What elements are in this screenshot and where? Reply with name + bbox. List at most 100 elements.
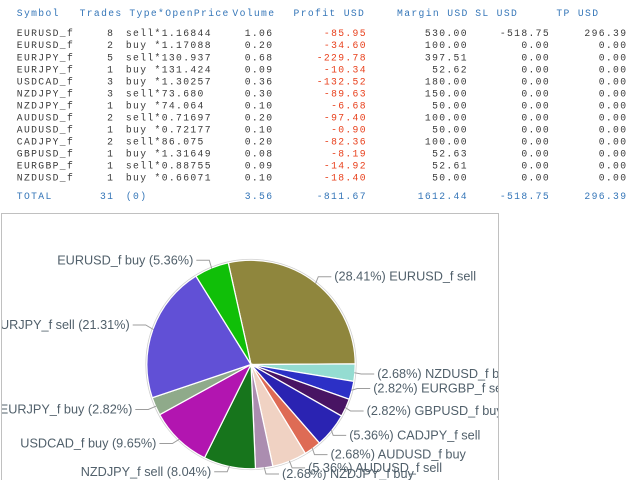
svg-text:1: 1 — [107, 100, 114, 111]
svg-text:(2.68%) NZDJPY_f buy: (2.68%) NZDJPY_f buy — [282, 467, 415, 480]
svg-text:buy *1.17088: buy *1.17088 — [126, 40, 212, 51]
svg-text:0.00: 0.00 — [521, 76, 550, 87]
svg-text:0.20: 0.20 — [245, 112, 274, 123]
svg-text:1: 1 — [107, 64, 114, 75]
svg-text:buy *74.064: buy *74.064 — [126, 100, 205, 111]
svg-text:0.00: 0.00 — [599, 64, 628, 75]
svg-text:Margin USD: Margin USD — [397, 8, 469, 19]
svg-text:(2.68%) NZDUSD_f buy: (2.68%) NZDUSD_f buy — [377, 367, 513, 381]
svg-text:0.36: 0.36 — [245, 76, 274, 87]
svg-text:2: 2 — [107, 40, 114, 51]
svg-text:0.00: 0.00 — [599, 100, 628, 111]
svg-text:0.00: 0.00 — [599, 173, 628, 184]
svg-text:52.62: 52.62 — [432, 64, 468, 75]
svg-text:NZDJPY_f: NZDJPY_f — [17, 100, 74, 111]
svg-text:buy *0.72177: buy *0.72177 — [126, 124, 212, 135]
svg-text:530.00: 530.00 — [425, 28, 468, 39]
svg-text:1: 1 — [107, 161, 114, 172]
svg-text:0.00: 0.00 — [599, 124, 628, 135]
svg-text:0.00: 0.00 — [521, 112, 550, 123]
svg-text:-132.52: -132.52 — [317, 76, 367, 87]
svg-text:GBPUSD_f: GBPUSD_f — [17, 149, 74, 160]
svg-text:-8.19: -8.19 — [331, 149, 367, 160]
svg-text:EURJPY_f buy (2.82%): EURJPY_f buy (2.82%) — [0, 403, 132, 417]
svg-text:-14.92: -14.92 — [324, 161, 367, 172]
svg-text:31: 31 — [100, 191, 114, 202]
svg-text:0.68: 0.68 — [245, 52, 274, 63]
svg-text:-97.40: -97.40 — [324, 112, 367, 123]
svg-text:3: 3 — [107, 76, 114, 87]
svg-text:-89.63: -89.63 — [324, 88, 367, 99]
svg-text:sell*86.075: sell*86.075 — [126, 136, 205, 147]
svg-text:USDCAD_f: USDCAD_f — [17, 76, 74, 87]
svg-text:0.10: 0.10 — [245, 124, 274, 135]
svg-text:sell*73.680: sell*73.680 — [126, 88, 205, 99]
svg-text:sell*0.88755: sell*0.88755 — [126, 161, 212, 172]
svg-text:0.00: 0.00 — [521, 136, 550, 147]
svg-text:5: 5 — [107, 52, 114, 63]
svg-text:SL USD: SL USD — [475, 8, 518, 19]
svg-text:CADJPY_f: CADJPY_f — [17, 136, 74, 147]
svg-text:0.10: 0.10 — [245, 100, 274, 111]
svg-text:NZDUSD_f: NZDUSD_f — [17, 173, 74, 184]
svg-text:0.20: 0.20 — [245, 136, 274, 147]
svg-text:AUDUSD_f: AUDUSD_f — [17, 124, 74, 135]
svg-text:0.00: 0.00 — [599, 136, 628, 147]
svg-text:0.00: 0.00 — [521, 40, 550, 51]
svg-text:AUDUSD_f: AUDUSD_f — [17, 112, 74, 123]
svg-text:397.51: 397.51 — [425, 52, 468, 63]
svg-text:Symbol: Symbol — [17, 8, 60, 19]
svg-text:-18.40: -18.40 — [324, 173, 367, 184]
svg-text:-85.95: -85.95 — [324, 28, 367, 39]
svg-text:0.20: 0.20 — [245, 40, 274, 51]
svg-text:0.09: 0.09 — [245, 161, 274, 172]
svg-text:EURUSD_f buy (5.36%): EURUSD_f buy (5.36%) — [57, 253, 193, 267]
svg-text:296.39: 296.39 — [584, 191, 627, 202]
svg-text:0.00: 0.00 — [521, 64, 550, 75]
svg-text:sell*130.937: sell*130.937 — [126, 52, 212, 63]
svg-text:0.10: 0.10 — [245, 173, 274, 184]
svg-text:50.00: 50.00 — [432, 100, 468, 111]
svg-text:sell*0.71697: sell*0.71697 — [126, 112, 212, 123]
svg-text:-82.36: -82.36 — [324, 136, 367, 147]
svg-text:Trades: Trades — [80, 8, 123, 19]
svg-text:100.00: 100.00 — [425, 112, 468, 123]
svg-text:0.00: 0.00 — [599, 149, 628, 160]
svg-text:-0.90: -0.90 — [331, 124, 367, 135]
svg-text:1: 1 — [107, 149, 114, 160]
svg-text:NZDJPY_f sell (8.04%): NZDJPY_f sell (8.04%) — [81, 465, 211, 479]
svg-text:1: 1 — [107, 173, 114, 184]
svg-text:USDCAD_f buy (9.65%): USDCAD_f buy (9.65%) — [20, 437, 156, 451]
svg-text:0.00: 0.00 — [521, 173, 550, 184]
svg-text:EURJPY_f sell (21.31%): EURJPY_f sell (21.31%) — [0, 318, 130, 332]
svg-text:296.39: 296.39 — [584, 28, 627, 39]
svg-text:NZDJPY_f: NZDJPY_f — [17, 88, 74, 99]
svg-text:Volume: Volume — [232, 8, 275, 19]
svg-text:EURJPY_f: EURJPY_f — [17, 52, 74, 63]
svg-text:EURUSD_f: EURUSD_f — [17, 28, 74, 39]
svg-text:-229.78: -229.78 — [317, 52, 367, 63]
svg-text:1612.44: 1612.44 — [418, 191, 468, 202]
svg-text:0.00: 0.00 — [521, 88, 550, 99]
svg-text:buy *1.30257: buy *1.30257 — [126, 76, 212, 87]
svg-text:-6.68: -6.68 — [331, 100, 367, 111]
svg-text:0.09: 0.09 — [245, 64, 274, 75]
svg-text:0.00: 0.00 — [599, 161, 628, 172]
svg-text:0.30: 0.30 — [245, 88, 274, 99]
svg-text:0.00: 0.00 — [521, 52, 550, 63]
svg-text:52.63: 52.63 — [432, 149, 468, 160]
svg-text:0.00: 0.00 — [521, 100, 550, 111]
svg-text:0.00: 0.00 — [599, 76, 628, 87]
svg-text:(0): (0) — [126, 191, 147, 202]
svg-text:EURUSD_f: EURUSD_f — [17, 40, 74, 51]
svg-text:(28.41%) EURUSD_f sell: (28.41%) EURUSD_f sell — [334, 270, 476, 284]
svg-text:-34.60: -34.60 — [324, 40, 367, 51]
svg-text:180.00: 180.00 — [425, 76, 468, 87]
svg-text:-518.75: -518.75 — [500, 28, 550, 39]
svg-text:0.00: 0.00 — [521, 149, 550, 160]
svg-text:100.00: 100.00 — [425, 136, 468, 147]
svg-text:(2.82%) GBPUSD_f buy: (2.82%) GBPUSD_f buy — [367, 404, 504, 418]
svg-text:0.00: 0.00 — [599, 52, 628, 63]
svg-text:buy *0.66071: buy *0.66071 — [126, 173, 212, 184]
svg-text:2: 2 — [107, 112, 114, 123]
